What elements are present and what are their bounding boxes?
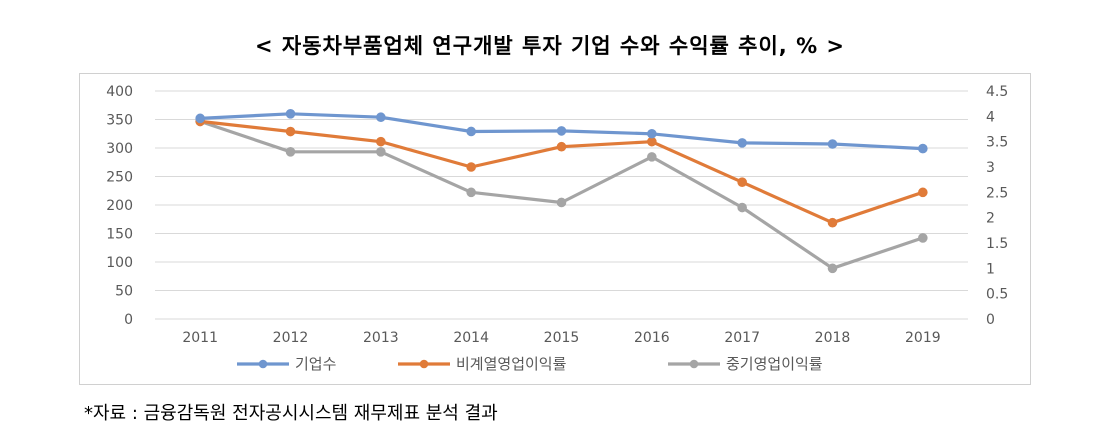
y-right-tick-label: 0	[986, 312, 995, 328]
y-axis-left: 0 50 100 150 200 250 300 350 400	[106, 84, 133, 328]
series-line	[198, 119, 925, 225]
chart-title: < 자동차부품업체 연구개발 투자 기업 수와 수익률 추이, % >	[254, 34, 846, 58]
legend-item: 기업수	[237, 355, 336, 373]
x-tick-label: 2016	[634, 330, 670, 346]
data-point	[827, 217, 838, 228]
x-tick-label: 2019	[905, 330, 941, 346]
y-right-tick-label: 4.5	[986, 84, 1008, 100]
data-point	[285, 109, 296, 119]
x-tick-label: 2012	[273, 330, 309, 346]
y-right-tick-label: 2.5	[986, 185, 1008, 201]
legend-marker	[689, 359, 699, 369]
chart-frame	[79, 73, 1031, 385]
y-axis-right: 0 0.5 1 1.5 2 2.5 3 3.5 4 4.5	[986, 84, 1008, 328]
legend-marker	[419, 359, 429, 369]
series-1	[195, 109, 928, 154]
legend-marker	[258, 359, 268, 369]
x-tick-label: 2013	[363, 330, 399, 346]
y-left-tick-label: 50	[115, 284, 133, 300]
data-point	[466, 162, 476, 172]
data-point	[466, 187, 476, 198]
series-2	[195, 116, 928, 228]
legend-label: 중기영업이익률	[726, 355, 823, 373]
data-point	[285, 126, 296, 137]
data-point	[376, 112, 386, 123]
y-left-tick-label: 200	[106, 198, 133, 214]
data-point	[466, 126, 476, 137]
source-note: *자료 : 금융감독원 전자공시시스템 재무제표 분석 결과	[84, 403, 498, 424]
y-left-tick-label: 0	[124, 312, 133, 328]
y-left-tick-label: 250	[106, 170, 133, 186]
series-layer	[195, 109, 928, 274]
data-point	[737, 202, 747, 213]
legend: 기업수 비계열영업이익률 중기영업이익률	[237, 355, 823, 373]
y-right-tick-label: 0.5	[986, 287, 1008, 303]
data-point	[647, 136, 657, 147]
data-point	[195, 113, 205, 124]
data-point	[918, 187, 928, 198]
data-point	[285, 147, 296, 157]
y-left-tick-label: 300	[106, 141, 133, 157]
x-tick-label: 2017	[724, 330, 760, 346]
data-point	[556, 141, 567, 152]
y-right-tick-label: 3.5	[986, 135, 1008, 151]
data-point	[918, 143, 928, 154]
data-point	[918, 233, 928, 243]
data-point	[376, 147, 386, 157]
y-left-tick-label: 100	[106, 255, 133, 271]
y-right-tick-label: 1.5	[986, 236, 1008, 252]
y-right-tick-label: 3	[986, 160, 995, 176]
x-axis: 2011 2012 2013 2014 2015 2016 2017 2018 2019	[182, 330, 940, 346]
x-tick-label: 2014	[453, 330, 489, 346]
data-point	[647, 152, 657, 162]
y-left-tick-label: 150	[106, 227, 133, 243]
data-point	[737, 177, 747, 187]
y-left-tick-label: 400	[106, 84, 133, 100]
legend-item: 중기영업이익률	[668, 355, 823, 373]
data-point	[647, 128, 657, 139]
y-right-tick-label: 1	[986, 261, 995, 277]
data-point	[376, 136, 386, 147]
x-tick-label: 2011	[182, 330, 218, 346]
y-right-tick-label: 2	[986, 211, 995, 227]
data-point	[827, 139, 838, 149]
x-tick-label: 2015	[544, 330, 580, 346]
data-point	[556, 197, 567, 208]
data-point	[827, 263, 838, 274]
data-point	[737, 138, 747, 148]
legend-label: 기업수	[295, 355, 336, 373]
series-3	[195, 116, 928, 274]
y-right-tick-label: 4	[986, 109, 995, 125]
y-left-tick-label: 350	[106, 113, 133, 129]
x-tick-label: 2018	[815, 330, 851, 346]
legend-item: 비계열영업이익률	[398, 355, 567, 373]
legend-label: 비계열영업이익률	[456, 355, 567, 373]
data-point	[556, 126, 567, 136]
